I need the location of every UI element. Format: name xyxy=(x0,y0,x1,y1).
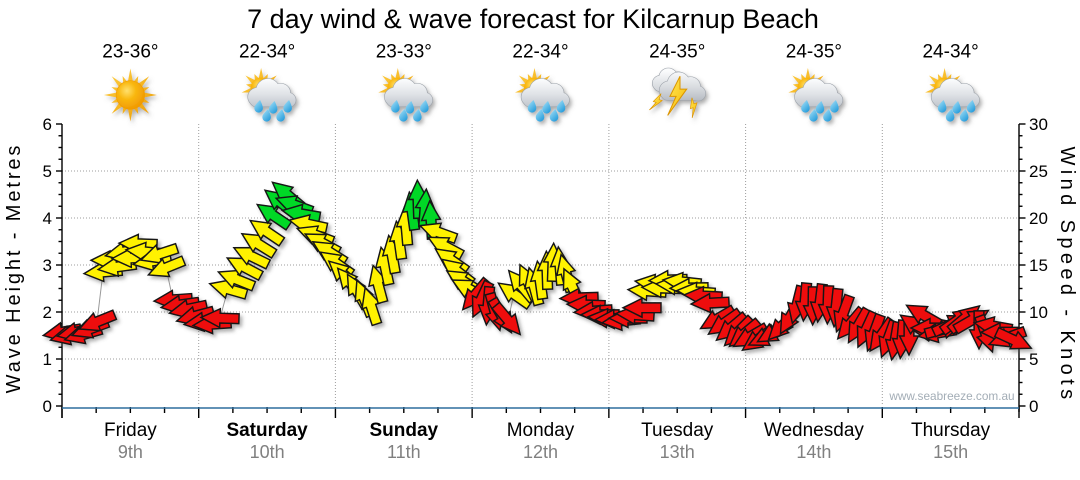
svg-text:20: 20 xyxy=(1029,209,1048,228)
svg-text:0: 0 xyxy=(1029,397,1038,416)
svg-text:22-34°: 22-34° xyxy=(239,42,295,63)
svg-text:Thursday: Thursday xyxy=(911,420,991,441)
svg-text:25: 25 xyxy=(1029,162,1048,181)
svg-text:23-36°: 23-36° xyxy=(102,42,158,63)
svg-text:Wind Speed - Knots: Wind Speed - Knots xyxy=(1056,146,1078,403)
svg-text:24-35°: 24-35° xyxy=(649,42,705,63)
svg-text:10: 10 xyxy=(1029,303,1048,322)
svg-text:22-34°: 22-34° xyxy=(512,42,568,63)
svg-text:10th: 10th xyxy=(250,442,285,462)
svg-text:Wave Height - Metres: Wave Height - Metres xyxy=(3,143,25,394)
svg-text:3: 3 xyxy=(43,256,52,275)
svg-text:30: 30 xyxy=(1029,115,1048,134)
svg-text:Wednesday: Wednesday xyxy=(764,420,864,441)
svg-text:Tuesday: Tuesday xyxy=(641,420,714,441)
svg-text:1: 1 xyxy=(43,350,52,369)
svg-text:12th: 12th xyxy=(523,442,558,462)
svg-text:5: 5 xyxy=(43,162,52,181)
svg-text:23-33°: 23-33° xyxy=(376,42,432,63)
svg-text:14th: 14th xyxy=(796,442,831,462)
svg-text:24-35°: 24-35° xyxy=(786,42,842,63)
svg-text:24-34°: 24-34° xyxy=(922,42,978,63)
svg-text:15th: 15th xyxy=(933,442,968,462)
svg-text:www.seabreeze.com.au: www.seabreeze.com.au xyxy=(888,389,1014,403)
svg-text:5: 5 xyxy=(1029,350,1038,369)
svg-text:0: 0 xyxy=(43,397,52,416)
svg-text:Sunday: Sunday xyxy=(369,420,438,441)
svg-text:2: 2 xyxy=(43,303,52,322)
svg-text:15: 15 xyxy=(1029,256,1048,275)
svg-text:6: 6 xyxy=(43,115,52,134)
svg-text:7 day wind & wave forecast for: 7 day wind & wave forecast for Kilcarnup… xyxy=(247,4,819,34)
svg-text:11th: 11th xyxy=(387,442,421,462)
svg-text:Friday: Friday xyxy=(104,420,157,441)
svg-text:9th: 9th xyxy=(118,442,143,462)
svg-text:4: 4 xyxy=(43,209,52,228)
svg-text:Saturday: Saturday xyxy=(226,420,308,441)
svg-text:Monday: Monday xyxy=(507,420,575,441)
svg-text:13th: 13th xyxy=(660,442,695,462)
